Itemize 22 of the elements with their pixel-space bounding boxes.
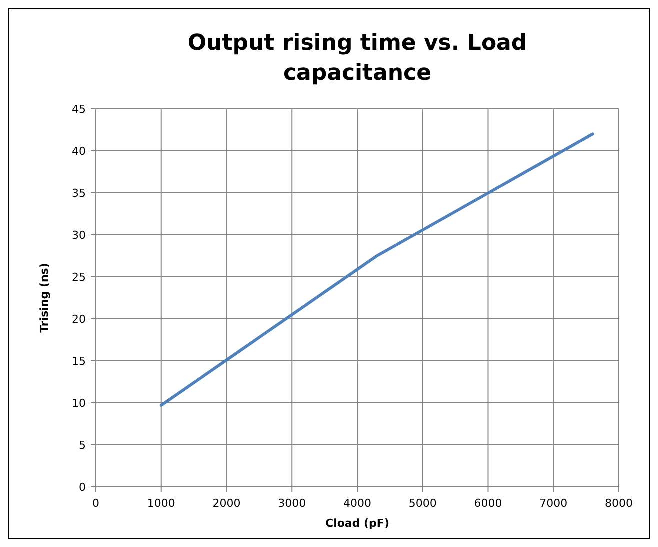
x-tick-label: 2000 bbox=[212, 497, 241, 510]
x-tick-label: 4000 bbox=[344, 497, 372, 510]
y-tick-label: 35 bbox=[72, 187, 86, 200]
y-tick-label: 15 bbox=[72, 355, 86, 368]
x-tick-label: 6000 bbox=[474, 497, 502, 510]
y-tick-label: 20 bbox=[72, 313, 86, 326]
x-tick-label: 1000 bbox=[147, 497, 176, 510]
y-tick-label: 25 bbox=[72, 271, 86, 284]
x-tick-label: 7000 bbox=[540, 497, 568, 510]
x-tick-label: 8000 bbox=[605, 497, 633, 510]
y-tick-label: 30 bbox=[72, 229, 86, 242]
x-tick-label: 5000 bbox=[408, 497, 437, 510]
y-tick-label: 5 bbox=[79, 439, 86, 452]
y-tick-label: 10 bbox=[72, 397, 86, 410]
x-axis-title: Cload (pF) bbox=[326, 517, 390, 530]
y-tick-label: 0 bbox=[79, 481, 86, 494]
y-tick-label: 40 bbox=[72, 145, 86, 158]
x-tick-label: 0 bbox=[92, 497, 100, 510]
y-tick-label: 45 bbox=[72, 103, 86, 116]
y-axis-title: Trising (ns) bbox=[38, 263, 51, 333]
x-tick-label: 3000 bbox=[278, 497, 306, 510]
chart-title: Output rising time vs. Load capacitance bbox=[188, 31, 528, 86]
